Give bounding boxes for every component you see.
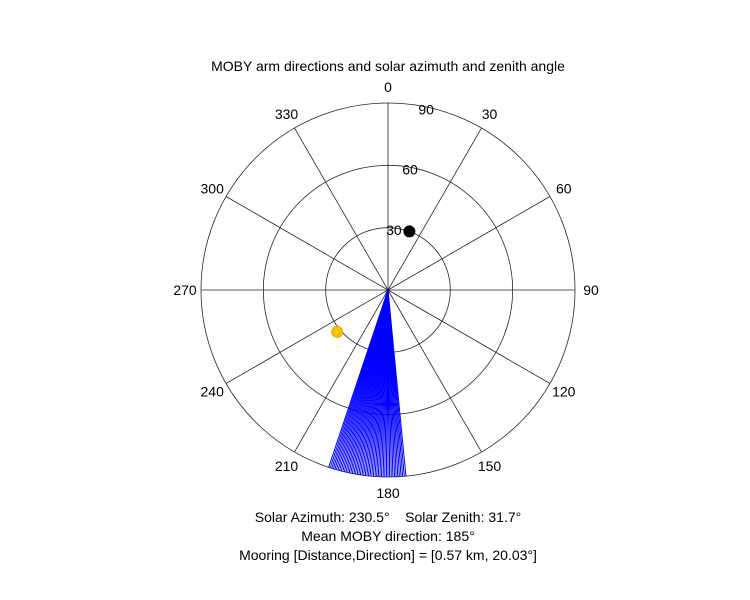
sun-ray-7 <box>338 327 342 331</box>
chart-title: MOBY arm directions and solar azimuth an… <box>211 58 565 74</box>
angular-spoke-210 <box>294 289 389 453</box>
angle-label-60: 60 <box>556 181 572 197</box>
angular-spoke-30 <box>387 127 482 291</box>
moby-arm-directions <box>328 289 407 477</box>
mooring-direction-marker <box>403 225 416 238</box>
radius-label-60: 60 <box>402 162 418 178</box>
sun-ray-5 <box>332 327 337 331</box>
mooring-caption: Mooring [Distance,Direction] = [0.57 km,… <box>239 547 537 563</box>
sun-ray-1 <box>338 332 342 337</box>
angle-label-180: 180 <box>376 485 400 501</box>
angular-spoke-300 <box>225 196 389 291</box>
angular-spoke-330 <box>294 127 389 291</box>
radial-tick-labels: 30 60 90 <box>386 101 434 237</box>
angular-spoke-60 <box>387 196 551 291</box>
radius-label-90: 90 <box>418 101 434 117</box>
arm-direction-line-48 <box>328 289 389 468</box>
angle-label-0: 0 <box>384 79 392 95</box>
angle-label-150: 150 <box>478 458 502 474</box>
angle-label-240: 240 <box>201 384 225 400</box>
angle-label-330: 330 <box>275 106 299 122</box>
solar-angles-caption: Solar Azimuth: 230.5° Solar Zenith: 31.7… <box>255 509 521 525</box>
sun-ray-3 <box>332 332 337 337</box>
radius-label-30: 30 <box>386 222 402 238</box>
angle-label-120: 120 <box>552 384 576 400</box>
angle-label-90: 90 <box>583 282 599 298</box>
angle-label-300: 300 <box>201 181 225 197</box>
angular-spoke-120 <box>387 289 551 384</box>
markers <box>331 225 416 338</box>
angle-label-210: 210 <box>275 458 299 474</box>
angular-spoke-240 <box>225 289 389 384</box>
mean-moby-direction-caption: Mean MOBY direction: 185° <box>301 528 474 544</box>
angular-tick-labels: 0 30 60 90 120 150 180 210 240 270 300 330 <box>173 79 599 501</box>
angular-spoke-150 <box>387 289 482 453</box>
angle-label-30: 30 <box>482 106 498 122</box>
angle-label-270: 270 <box>173 282 197 298</box>
